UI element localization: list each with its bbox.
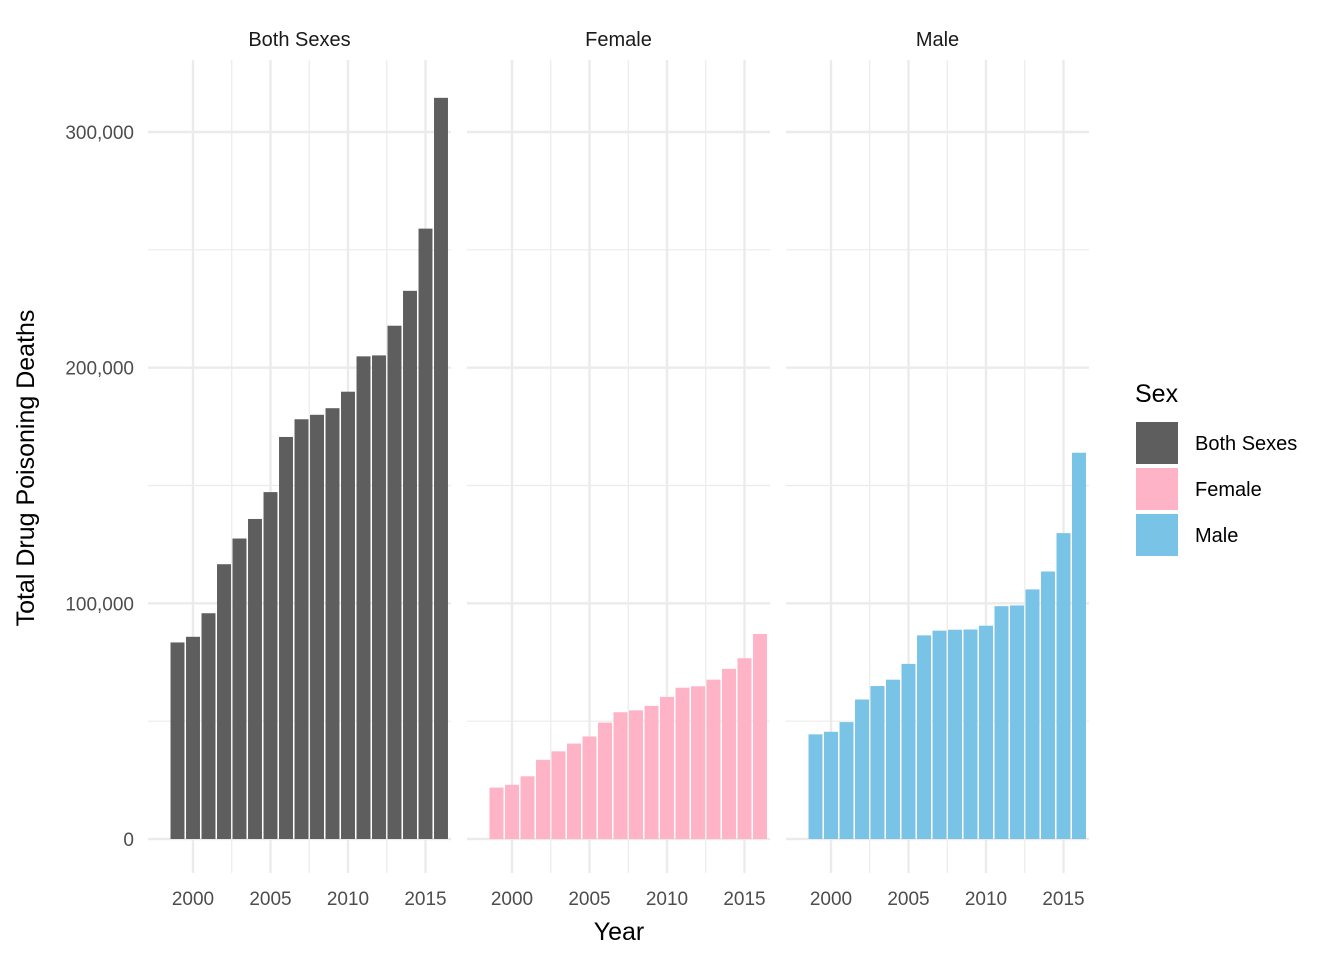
bar	[186, 636, 200, 839]
bar	[886, 679, 900, 839]
legend-label: Male	[1195, 525, 1238, 547]
bar	[1010, 605, 1024, 839]
bar	[263, 492, 278, 839]
facet-panel: Male 2000 2005 2010 2015	[786, 29, 1089, 910]
bar	[418, 228, 433, 839]
legend-title: Sex	[1135, 380, 1179, 408]
bar	[201, 613, 216, 839]
bar	[722, 668, 736, 839]
bar	[932, 630, 947, 839]
x-axis-label: Year	[594, 918, 645, 946]
facet-panels: Both Sexes 2000 2005 2010 2015 Female 2000 2005…	[148, 29, 1089, 910]
bar	[582, 736, 597, 839]
bar	[691, 686, 705, 839]
bar	[1025, 589, 1040, 839]
x-tick-label: 2015	[1042, 889, 1084, 910]
bar	[675, 687, 690, 839]
legend-key	[1136, 468, 1178, 510]
bar	[706, 679, 721, 839]
facet-strip-label: Male	[916, 29, 959, 51]
bar	[979, 625, 993, 839]
bar	[1072, 452, 1086, 839]
x-tick-label: 2005	[887, 889, 929, 910]
bar	[341, 391, 355, 839]
bar	[536, 759, 550, 839]
x-tick-label: 2000	[172, 889, 214, 910]
facet-strip-label: Both Sexes	[248, 29, 350, 51]
bar	[567, 743, 581, 839]
y-axis-label: Total Drug Poisoning Deaths	[12, 310, 40, 627]
x-tick-label: 2000	[491, 889, 533, 910]
bar	[1056, 533, 1071, 839]
bar	[598, 722, 612, 839]
bar	[1041, 571, 1055, 839]
bar	[489, 787, 504, 839]
bar	[613, 712, 628, 839]
bar	[232, 538, 247, 839]
bar	[629, 710, 643, 839]
bar	[505, 784, 519, 839]
bar	[372, 355, 386, 839]
facet-strip-label: Female	[585, 29, 652, 51]
x-tick-label: 2010	[646, 889, 688, 910]
bar	[808, 734, 823, 839]
legend-label: Female	[1195, 479, 1262, 501]
bar	[279, 436, 293, 839]
y-tick-label: 0	[123, 830, 134, 851]
legend-key	[1136, 422, 1178, 464]
bar	[753, 633, 767, 839]
bar	[963, 629, 978, 839]
bar	[994, 606, 1009, 839]
bar	[551, 751, 566, 839]
bar	[824, 731, 838, 839]
y-axis: 0 100,000 200,000 300,000	[65, 123, 134, 851]
bar	[387, 325, 402, 839]
y-tick-label: 300,000	[65, 123, 134, 144]
bar	[917, 635, 931, 839]
x-tick-label: 2005	[568, 889, 610, 910]
bar	[325, 408, 340, 839]
x-tick-label: 2010	[965, 889, 1007, 910]
x-tick-label: 2010	[327, 889, 369, 910]
bar	[644, 705, 659, 839]
x-tick-label: 2015	[723, 889, 765, 910]
legend-key	[1136, 514, 1178, 556]
bar	[403, 290, 417, 839]
legend-label: Both Sexes	[1195, 433, 1297, 455]
bar	[170, 642, 185, 839]
y-tick-label: 200,000	[65, 359, 134, 380]
bar	[901, 663, 916, 839]
facet-panel: Female 2000 2005 2010 2015	[467, 29, 770, 910]
bar	[520, 776, 535, 839]
bar	[356, 356, 371, 839]
bar	[310, 414, 324, 839]
bar	[737, 658, 752, 839]
x-tick-label: 2005	[249, 889, 291, 910]
bar	[948, 629, 962, 839]
x-tick-label: 2015	[404, 889, 446, 910]
bar	[870, 686, 885, 839]
y-tick-label: 100,000	[65, 594, 134, 615]
bar	[294, 419, 309, 839]
bar	[855, 699, 869, 839]
bar	[839, 722, 854, 839]
bar	[217, 564, 231, 839]
bar	[434, 97, 448, 840]
facet-panel: Both Sexes 2000 2005 2010 2015	[148, 29, 451, 910]
bar	[660, 696, 674, 839]
bar	[248, 518, 262, 839]
legend: Sex Both Sexes Female Male	[1135, 380, 1297, 556]
x-tick-label: 2000	[810, 889, 852, 910]
